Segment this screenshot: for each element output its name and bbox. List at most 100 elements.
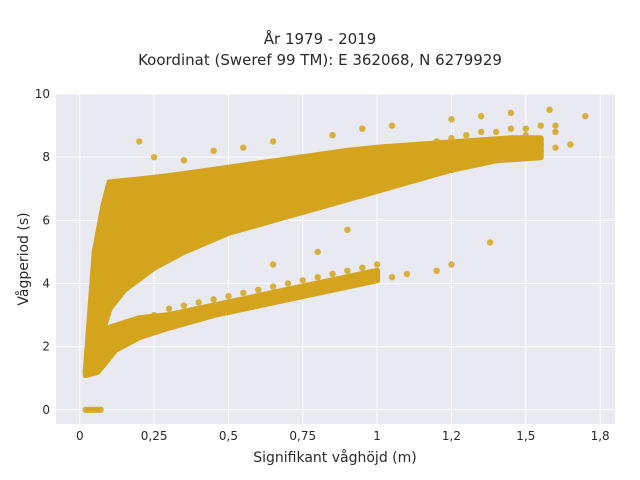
data-point-89 [373, 261, 381, 268]
data-point-71 [106, 340, 113, 347]
data-point-9 [118, 261, 125, 268]
data-point-32 [448, 135, 455, 142]
data-point-121 [344, 226, 351, 233]
x-tick-label-2: 0,5 [219, 429, 238, 443]
data-point-15 [195, 195, 202, 202]
data-point-11 [136, 232, 143, 240]
data-point-104 [388, 122, 396, 129]
data-point-72 [121, 327, 128, 334]
data-point-68 [552, 144, 559, 151]
data-point-74 [150, 311, 158, 319]
data-point-101 [269, 138, 277, 145]
data-point-29 [403, 144, 411, 151]
chart-title: År 1979 - 2019 [263, 30, 377, 48]
data-point-98 [180, 157, 188, 164]
data-point-95 [97, 406, 104, 413]
data-point-35 [492, 128, 500, 136]
data-point-3 [91, 337, 98, 344]
data-point-52 [314, 195, 321, 202]
data-point-86 [329, 270, 336, 278]
data-point-26 [359, 154, 366, 161]
data-point-4 [94, 324, 101, 331]
data-point-66 [522, 150, 529, 158]
data-point-113 [486, 239, 494, 246]
data-point-14 [180, 201, 188, 208]
data-point-103 [359, 125, 366, 132]
data-point-28 [388, 147, 396, 154]
data-point-85 [314, 274, 321, 281]
chart-subtitle: Koordinat (Sweref 99 TM): E 362068, N 62… [138, 51, 502, 69]
y-tick-label-1: 2 [42, 340, 50, 354]
data-point-120 [314, 248, 321, 256]
data-point-48 [255, 207, 262, 214]
data-point-106 [478, 112, 485, 120]
data-point-83 [284, 280, 292, 287]
data-point-40 [136, 255, 143, 262]
x-tick-label-6: 1,5 [516, 429, 535, 443]
data-point-54 [344, 188, 351, 196]
x-tick-label-0: 0 [76, 429, 84, 443]
data-point-50 [284, 201, 292, 208]
data-point-65 [507, 154, 515, 161]
x-axis-label: Signifikant våghöjd (m) [253, 449, 416, 466]
data-point-27 [373, 150, 381, 158]
data-point-23 [314, 163, 321, 170]
data-point-77 [195, 299, 202, 306]
data-point-76 [180, 302, 188, 309]
data-point-70 [91, 356, 98, 363]
data-point-88 [359, 264, 366, 271]
data-point-114 [448, 261, 455, 268]
data-point-17 [225, 182, 232, 189]
data-point-36 [507, 125, 515, 132]
data-point-56 [373, 182, 381, 189]
y-tick-label-0: 0 [42, 403, 50, 417]
data-point-79 [225, 292, 232, 300]
data-point-25 [344, 157, 351, 164]
data-point-53 [329, 191, 336, 199]
data-point-59 [418, 172, 425, 180]
y-axis-label: Vågperiod (s) [15, 212, 32, 305]
data-point-33 [463, 131, 470, 139]
data-point-69 [567, 141, 574, 148]
data-point-30 [418, 141, 425, 148]
data-point-20 [269, 172, 277, 180]
y-tick-label-5: 10 [35, 87, 50, 101]
data-point-47 [240, 210, 247, 218]
data-point-84 [299, 277, 306, 284]
x-tick-label-4: 1 [373, 429, 381, 443]
data-point-57 [388, 179, 396, 186]
data-point-64 [492, 157, 500, 164]
data-point-87 [344, 267, 351, 274]
y-tick-label-4: 8 [42, 150, 50, 164]
data-point-96 [136, 138, 143, 145]
data-point-82 [269, 283, 277, 290]
data-point-112 [537, 141, 544, 148]
x-axis-ticks: 0 0,25 0,5 0,75 1 1,2 1,5 1,8 [76, 429, 610, 443]
data-point-18 [240, 179, 247, 186]
data-point-45 [210, 220, 217, 227]
y-axis-ticks: 0 2 4 6 8 10 [35, 87, 50, 417]
data-point-37 [522, 125, 529, 132]
data-point-62 [463, 163, 470, 170]
data-point-78 [210, 296, 217, 303]
data-point-55 [359, 185, 366, 192]
data-point-24 [329, 160, 336, 167]
data-points [82, 106, 589, 413]
data-point-115 [433, 267, 440, 274]
data-point-46 [225, 217, 232, 224]
data-point-19 [255, 176, 262, 183]
x-tick-label-3: 0,75 [289, 429, 316, 443]
x-tick-label-7: 1,8 [591, 429, 610, 443]
data-point-7 [106, 286, 113, 293]
lower-density-band [82, 267, 381, 379]
data-point-12 [150, 220, 158, 227]
data-point-119 [269, 261, 277, 268]
data-point-13 [165, 210, 173, 218]
data-point-99 [210, 147, 217, 154]
data-point-75 [165, 305, 173, 312]
data-point-63 [478, 160, 485, 167]
data-point-109 [582, 112, 589, 120]
data-point-1 [85, 359, 92, 366]
x-tick-label-1: 0,25 [141, 429, 168, 443]
